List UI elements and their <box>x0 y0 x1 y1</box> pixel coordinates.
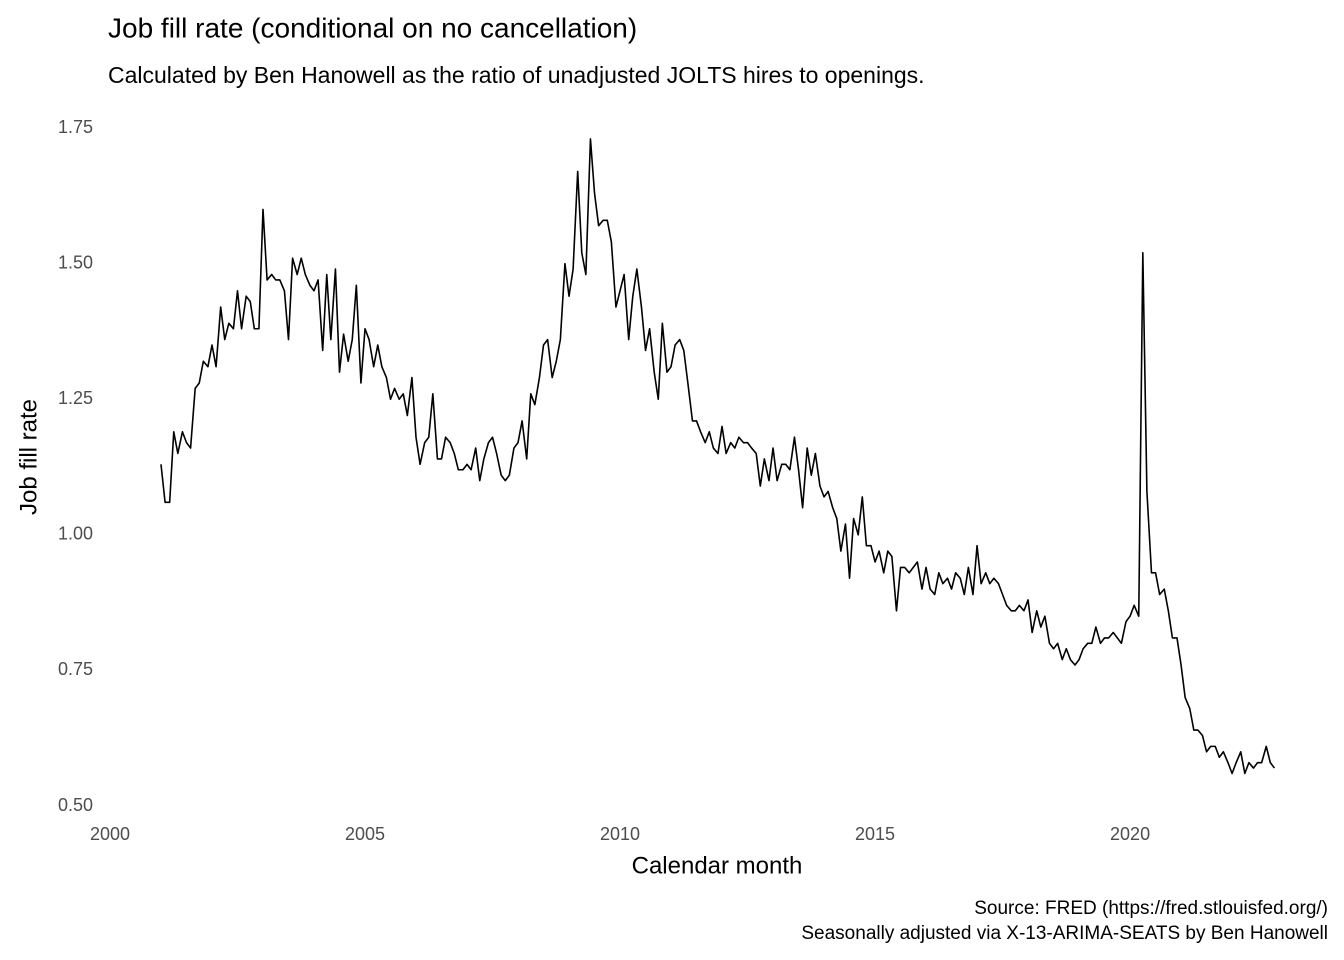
y-tick-label: 1.00 <box>58 524 93 544</box>
x-tick-label: 2020 <box>1110 824 1150 844</box>
x-tick-label: 2005 <box>345 824 385 844</box>
y-tick-label: 1.75 <box>58 117 93 137</box>
y-tick-label: 1.25 <box>58 388 93 408</box>
y-tick-label: 0.75 <box>58 659 93 679</box>
x-tick-label: 2010 <box>600 824 640 844</box>
caption: Source: FRED (https://fred.stlouisfed.or… <box>974 898 1328 919</box>
x-axis-title: Calendar month <box>632 852 803 879</box>
y-axis-title: Job fill rate <box>15 399 42 515</box>
y-tick-label: 1.50 <box>58 252 93 272</box>
x-tick-label: 2015 <box>855 824 895 844</box>
chart-title: Job fill rate (conditional on no cancell… <box>108 12 637 43</box>
chart-subtitle: Calculated by Ben Hanowell as the ratio … <box>108 62 925 88</box>
caption: Seasonally adjusted via X-13-ARIMA-SEATS… <box>801 923 1328 944</box>
series-line <box>160 138 1276 775</box>
y-tick-label: 0.50 <box>58 795 93 815</box>
x-tick-label: 2000 <box>90 824 130 844</box>
